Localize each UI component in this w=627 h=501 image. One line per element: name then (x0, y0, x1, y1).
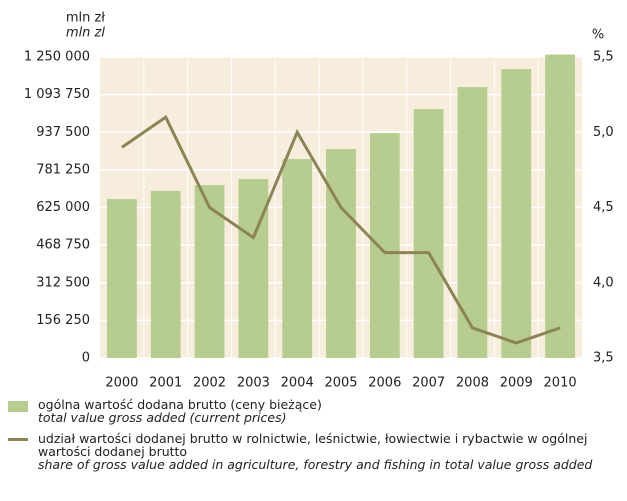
y-tick-label: 625 000 (36, 200, 90, 215)
legend: ogólna wartość dodana brutto (ceny bieżą… (8, 398, 623, 479)
bar (545, 54, 575, 358)
y2-tick-label: 5,5 (593, 50, 614, 65)
x-tick-label: 2005 (324, 376, 357, 391)
legend-swatch (8, 401, 28, 412)
x-tick-label: 2006 (368, 376, 401, 391)
x-tick-label: 2009 (500, 376, 533, 391)
y-tick-label: 1 093 750 (24, 87, 90, 102)
y-tick-label: 1 250 000 (24, 50, 90, 65)
y-tick-label: 312 500 (36, 275, 90, 290)
x-tick-label: 2002 (193, 376, 226, 391)
bar (413, 109, 444, 358)
y-tick-label: 937 500 (36, 125, 90, 140)
x-tick-label: 2008 (456, 376, 489, 391)
y-tick-label: 0 (82, 351, 90, 366)
y-axis-label-en: mln zl (66, 26, 105, 41)
y-tick-label: 156 250 (36, 313, 90, 328)
y-tick-label: 468 750 (36, 238, 90, 253)
legend-label: ogólna wartość dodana brutto (ceny bieżą… (38, 397, 322, 412)
legend-item: ogólna wartość dodana brutto (ceny bieżą… (8, 398, 623, 424)
y2-tick-label: 5,0 (593, 125, 614, 140)
x-tick-label: 2004 (281, 376, 314, 391)
x-tick-label: 2010 (544, 376, 577, 391)
x-tick-label: 2003 (237, 376, 270, 391)
bar (501, 69, 532, 358)
legend-item: udział wartości dodanej brutto w rolnict… (8, 432, 623, 471)
x-tick-label: 2007 (412, 376, 445, 391)
line (121, 114, 561, 345)
y2-tick-label: 4,5 (593, 200, 614, 215)
x-tick-label: 2000 (105, 376, 138, 391)
chart: mln zł mln zl % 0 156 250 312 500 468 750 62… (24, 11, 614, 391)
bar (150, 190, 181, 358)
x-tick-label: 2001 (149, 376, 182, 391)
bar (238, 179, 269, 358)
legend-label-en: share of gross value added in agricultur… (38, 457, 593, 472)
y-axis-label: mln zł (66, 11, 105, 26)
legend-label-en: total value gross added (current prices) (38, 410, 287, 425)
y-tick-label: 781 250 (36, 162, 90, 177)
legend-swatch (8, 438, 28, 441)
y2-axis-label: % (592, 28, 604, 43)
legend-label: udział wartości dodanej brutto w rolnict… (38, 431, 588, 459)
y2-tick-label: 3,5 (593, 351, 614, 366)
bar (107, 199, 137, 358)
bar (369, 133, 400, 358)
bar (326, 148, 356, 358)
bar (457, 87, 488, 358)
y2-tick-label: 4,0 (593, 275, 614, 290)
bar (194, 185, 225, 358)
bar (282, 159, 313, 358)
